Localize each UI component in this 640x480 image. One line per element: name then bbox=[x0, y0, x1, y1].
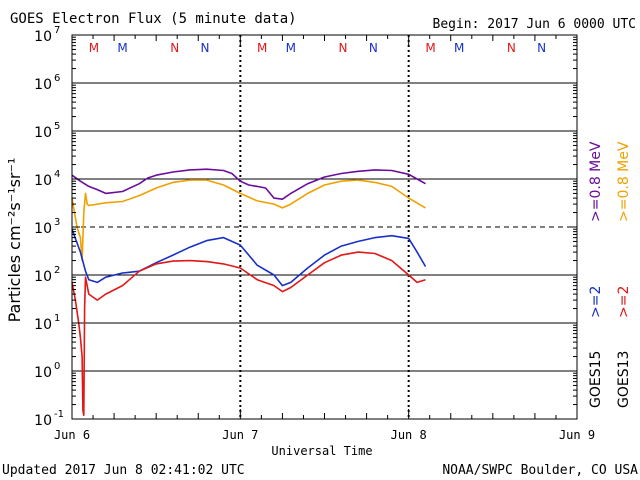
y-tick-exponent: 4 bbox=[54, 169, 60, 180]
y-tick-exponent: 6 bbox=[54, 73, 60, 84]
legend-entry: >=2 bbox=[588, 286, 604, 318]
plot-series bbox=[71, 168, 427, 417]
y-tick-exponent: 3 bbox=[54, 217, 60, 228]
mn-marker: N bbox=[170, 41, 179, 55]
y-tick-exponent: -1 bbox=[54, 409, 64, 420]
y-tick-label: 10 bbox=[34, 365, 52, 381]
x-axis: Jun 6 Jun 7 Jun 8 Jun 9 bbox=[54, 35, 595, 442]
legend-entry: >=0.8 MeV bbox=[588, 141, 604, 222]
y-tick-label: 10 bbox=[34, 269, 52, 285]
series-line bbox=[71, 168, 426, 200]
x-tick-label: Jun 7 bbox=[222, 428, 258, 442]
series-line bbox=[71, 228, 427, 287]
y-tick-exponent: 1 bbox=[54, 313, 60, 324]
x-tick-label: Jun 9 bbox=[559, 428, 595, 442]
mn-marker: M bbox=[425, 41, 435, 55]
mn-marker: N bbox=[200, 41, 209, 55]
legend-entry: GOES15 bbox=[588, 351, 604, 408]
mn-marker: M bbox=[257, 41, 267, 55]
x-axis-title: Universal Time bbox=[271, 444, 372, 458]
mn-marker: M bbox=[117, 41, 127, 55]
y-tick-exponent: 7 bbox=[54, 25, 60, 36]
y-tick-label: 10 bbox=[34, 317, 52, 333]
mn-marker: N bbox=[369, 41, 378, 55]
updated-label: Updated 2017 Jun 8 02:41:02 UTC bbox=[2, 463, 245, 478]
begin-label: Begin: 2017 Jun 6 0000 UTC bbox=[433, 17, 637, 32]
plot-grid bbox=[72, 35, 577, 419]
x-tick-label: Jun 8 bbox=[391, 428, 427, 442]
y-tick-exponent: 2 bbox=[54, 265, 60, 276]
legend-entry: >=0.8 MeV bbox=[616, 141, 632, 222]
y-tick-exponent: 5 bbox=[54, 121, 60, 132]
y-tick-label: 10 bbox=[34, 173, 52, 189]
legend: GOES15 >=2 >=0.8 MeV GOES13 >=2 >=0.8 MeV bbox=[588, 141, 632, 408]
y-tick-label: 10 bbox=[34, 77, 52, 93]
y-tick-label: 10 bbox=[34, 221, 52, 237]
y-tick-label: 10 bbox=[34, 29, 52, 45]
legend-entry: >=2 bbox=[616, 286, 632, 318]
y-tick-exponent: 0 bbox=[54, 361, 60, 372]
legend-entry: GOES13 bbox=[616, 351, 632, 408]
mn-marker: M bbox=[286, 41, 296, 55]
mn-marker: N bbox=[339, 41, 348, 55]
y-tick-label: 10 bbox=[34, 413, 52, 429]
mn-marker: M bbox=[89, 41, 99, 55]
mn-marker: N bbox=[507, 41, 516, 55]
y-tick-label: 10 bbox=[34, 125, 52, 141]
mn-marker: M bbox=[454, 41, 464, 55]
series-line bbox=[71, 179, 426, 262]
series-line bbox=[71, 251, 426, 417]
credit-label: NOAA/SWPC Boulder, CO USA bbox=[442, 463, 638, 478]
chart-title: GOES Electron Flux (5 minute data) bbox=[10, 11, 297, 27]
x-tick-label: Jun 6 bbox=[54, 428, 90, 442]
y-axis-title: Particles cm⁻²s⁻¹sr⁻¹ bbox=[5, 158, 24, 323]
mn-marker: N bbox=[537, 41, 546, 55]
